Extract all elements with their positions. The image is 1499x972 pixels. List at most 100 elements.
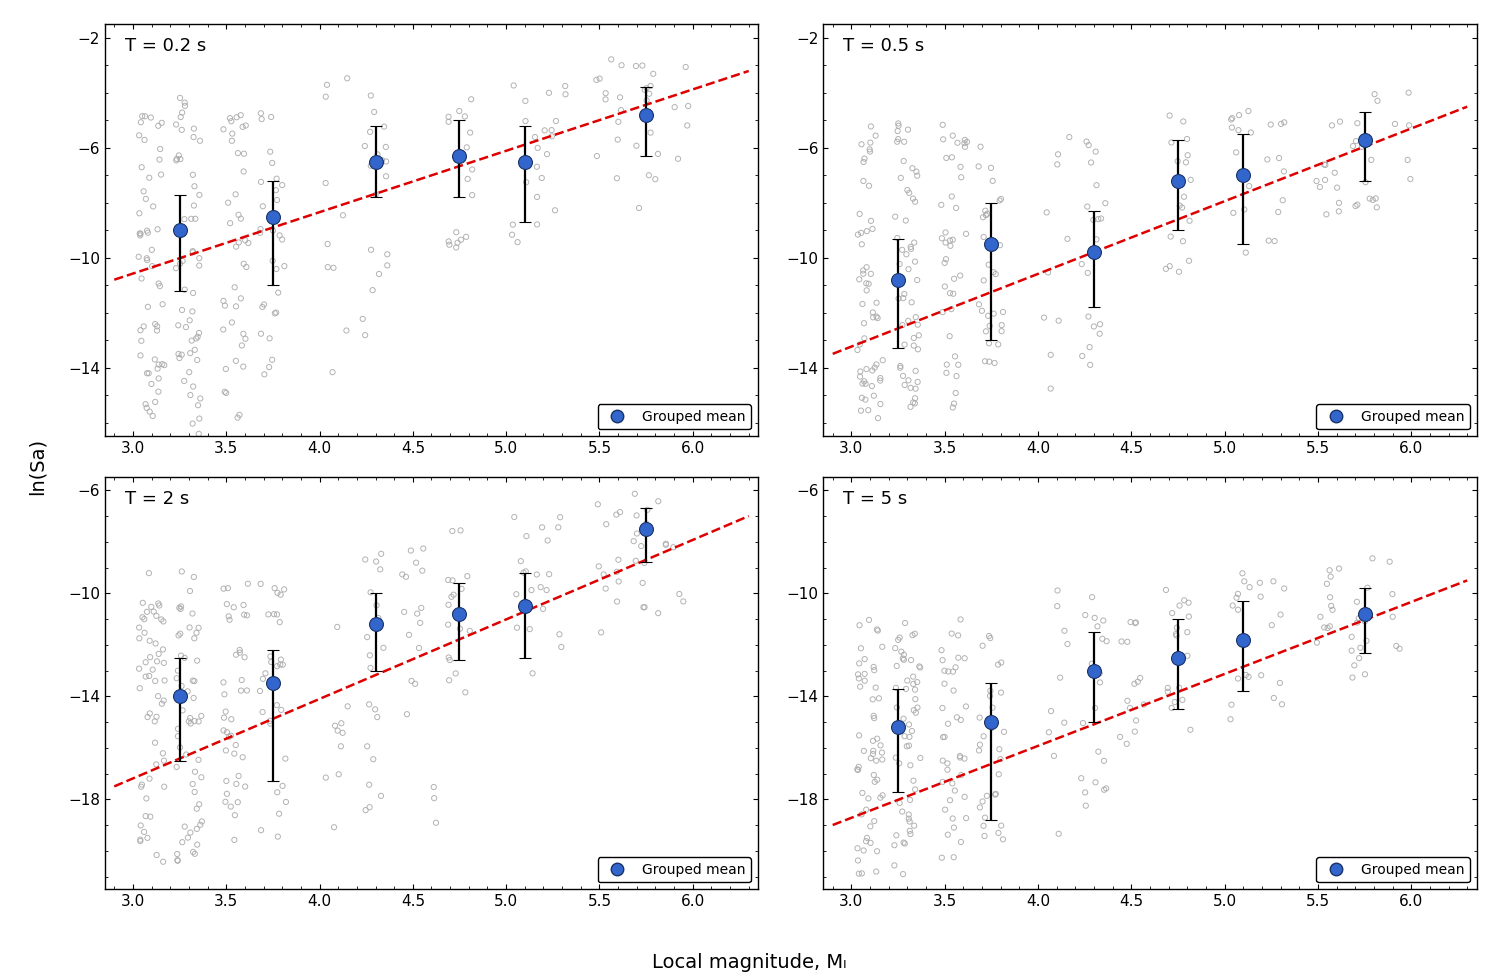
Point [949,267,973,283]
Point [606,594,630,609]
Point [265,171,289,187]
Point [166,148,190,163]
Point [1084,700,1108,715]
Point [177,713,201,729]
Point [901,677,925,692]
Point [977,257,1001,272]
Point [847,759,871,775]
Point [887,795,911,811]
Point [501,226,525,242]
Point [213,384,237,399]
Point [892,835,916,850]
Point [884,827,908,843]
Point [1355,580,1379,596]
Point [214,743,238,758]
Point [168,152,192,167]
Point [949,169,973,185]
Point [892,154,916,169]
Point [1175,624,1199,640]
Point [394,707,418,722]
Point [358,584,382,600]
Point [860,222,884,237]
Point [1175,131,1199,147]
Point [854,260,878,275]
Point [1126,674,1150,689]
Text: T = 5 s: T = 5 s [842,490,907,507]
Point [226,410,250,426]
Point [890,866,914,882]
Point [929,850,953,865]
Point [982,264,1006,280]
Point [865,864,889,880]
Point [896,738,920,753]
Point [250,112,274,127]
Point [273,581,297,597]
Point [847,617,871,633]
Point [142,316,166,331]
Point [1364,191,1388,206]
Point [181,245,205,260]
Point [133,809,157,824]
Point [232,146,256,161]
Point [147,370,171,386]
Point [941,286,965,301]
Point [408,615,432,631]
Point [1340,670,1364,685]
Point [1249,589,1273,605]
Point [588,71,612,87]
Point [181,129,205,145]
Point [436,617,460,633]
Point [219,799,243,815]
Point [363,104,387,120]
Point [1084,231,1108,247]
Point [444,152,468,167]
Point [1271,192,1295,208]
Point [258,713,282,729]
Point [1069,771,1093,786]
Point [884,749,908,765]
Point [1238,579,1262,595]
Point [336,699,360,714]
Point [634,516,658,532]
Point [181,844,205,859]
Point [150,611,174,627]
Point [902,681,926,697]
Point [902,194,926,210]
Point [405,555,429,571]
Point [845,762,869,778]
Point [1321,602,1345,617]
Point [895,673,919,688]
Point [905,700,929,715]
Point [890,368,914,384]
Point [585,149,609,164]
Point [178,711,202,726]
Point [1045,582,1069,598]
Point [1381,586,1405,602]
Point [148,141,172,156]
Point [421,780,445,795]
Point [142,604,166,619]
Point [174,746,198,762]
Point [213,794,237,810]
Point [887,755,911,771]
Point [186,653,210,669]
Point [1226,586,1250,602]
Point [988,192,1012,208]
Point [955,811,979,826]
Point [986,767,1010,782]
Point [546,520,570,536]
Point [860,733,884,748]
Point [258,648,282,664]
Point [1073,798,1097,814]
Point [1268,607,1292,622]
Point [859,213,883,228]
Point [366,710,390,725]
Point [937,664,961,679]
Point [1090,631,1114,646]
Point [517,598,541,613]
Point [862,711,886,726]
Point [934,225,958,240]
Point [411,563,435,578]
Point [439,589,463,605]
Point [129,833,153,849]
